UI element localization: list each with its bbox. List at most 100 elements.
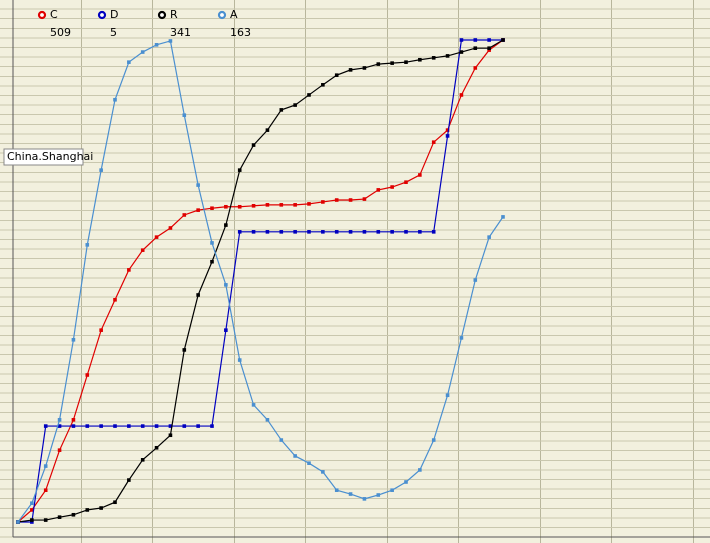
point-marker [279, 108, 284, 112]
point-marker [224, 223, 228, 227]
point-marker [348, 198, 353, 202]
point-marker [334, 198, 339, 202]
point-marker [237, 230, 242, 234]
point-marker [445, 393, 450, 398]
point-marker [196, 424, 200, 428]
point-marker [459, 336, 464, 340]
point-marker [127, 60, 131, 64]
point-marker [71, 338, 76, 342]
point-marker [224, 283, 228, 287]
point-marker [279, 230, 284, 234]
point-marker [154, 445, 159, 450]
point-marker [348, 230, 353, 234]
point-marker [307, 230, 311, 234]
point-marker [418, 230, 422, 234]
series-line [17, 39, 504, 523]
point-marker [140, 248, 145, 252]
point-marker [85, 508, 90, 512]
point-marker [113, 97, 117, 102]
point-marker [210, 241, 214, 245]
point-marker [168, 39, 173, 43]
point-marker [459, 38, 464, 42]
point-marker [362, 66, 367, 70]
point-marker [43, 518, 48, 522]
point-marker [57, 424, 62, 428]
point-marker [293, 103, 297, 107]
point-marker [210, 206, 214, 211]
point-marker [376, 188, 381, 192]
point-marker [99, 506, 103, 510]
point-marker [334, 488, 339, 492]
point-marker [196, 293, 200, 297]
point-marker [210, 424, 214, 428]
point-marker [265, 418, 270, 422]
point-marker [43, 464, 48, 468]
point-marker [390, 61, 394, 65]
point-marker [182, 348, 187, 352]
point-marker [431, 230, 436, 234]
point-marker [307, 202, 311, 206]
point-marker [487, 48, 491, 52]
point-marker [154, 235, 159, 239]
point-marker [140, 424, 145, 428]
point-marker [307, 461, 311, 465]
point-marker [265, 203, 270, 207]
point-marker [99, 328, 103, 332]
point-marker [279, 203, 284, 207]
point-marker [237, 204, 242, 209]
annotation-box [3, 148, 84, 166]
point-marker [334, 73, 339, 77]
point-marker [168, 424, 173, 428]
legend-name: D [110, 8, 118, 21]
point-marker [265, 230, 270, 234]
point-marker [321, 230, 325, 234]
point-marker [362, 197, 367, 201]
point-marker [445, 128, 450, 132]
point-marker [418, 173, 422, 177]
point-marker [154, 424, 159, 428]
legend-name: C [50, 8, 58, 21]
point-marker [30, 508, 34, 512]
legend-icon [157, 10, 167, 20]
point-marker [431, 438, 436, 442]
point-marker [265, 128, 270, 132]
point-marker [334, 230, 339, 234]
point-marker [71, 424, 76, 428]
point-marker [113, 297, 117, 302]
point-marker [459, 93, 464, 97]
point-marker [30, 518, 34, 522]
point-marker [431, 56, 436, 60]
point-marker [473, 46, 478, 50]
legend-value: 5 [110, 26, 117, 39]
point-marker [140, 50, 145, 54]
point-marker [99, 168, 103, 172]
point-marker [127, 478, 131, 482]
point-marker [99, 424, 103, 428]
point-marker [293, 230, 297, 234]
point-marker [487, 235, 491, 239]
point-marker [348, 492, 353, 496]
point-marker [57, 448, 62, 452]
point-marker [85, 243, 90, 247]
point-marker [182, 113, 187, 117]
legend-icon [37, 10, 47, 20]
point-marker [376, 230, 381, 234]
point-marker [376, 62, 381, 66]
point-marker [404, 60, 408, 64]
point-marker [251, 230, 256, 234]
point-marker [487, 38, 491, 42]
series-line [17, 40, 504, 523]
point-marker [293, 454, 297, 458]
point-marker [501, 38, 505, 42]
point-marker [404, 230, 408, 234]
point-marker [127, 424, 131, 428]
point-marker [390, 185, 394, 189]
point-marker [113, 500, 117, 505]
point-marker [182, 424, 187, 428]
point-marker [404, 480, 408, 484]
point-marker [307, 93, 311, 97]
point-marker [362, 497, 367, 501]
point-marker [418, 57, 422, 62]
legend-icon [217, 10, 227, 20]
